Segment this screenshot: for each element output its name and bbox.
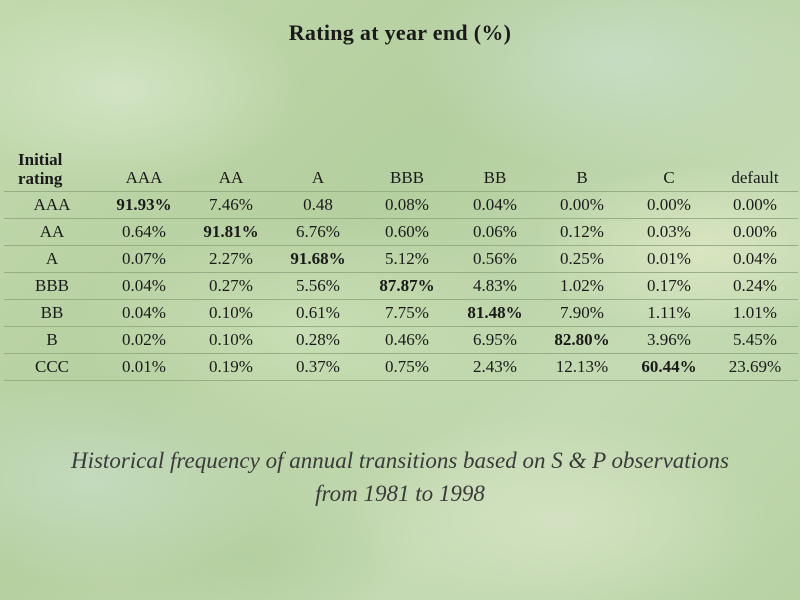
caption-line1: Historical frequency of annual transitio… <box>70 448 730 473</box>
table-cell: 0.10% <box>188 299 274 327</box>
initial-rating-header: Initial rating <box>4 150 100 192</box>
table-cell: 0.06% <box>452 218 538 246</box>
table-cell: 0.56% <box>452 245 538 273</box>
table-row: B 0.02% 0.10% 0.28% 0.46% 6.95% 82.80% 3.96% 5.4… <box>4 326 798 354</box>
initial-rating-header-line1: Initial <box>18 150 63 169</box>
table-cell: 5.12% <box>362 245 452 273</box>
column-header: B <box>538 150 626 192</box>
caption: Historical frequency of annual transitio… <box>0 444 800 510</box>
column-header: default <box>712 150 798 192</box>
table-cell: 1.11% <box>626 299 712 327</box>
table-row: AA 0.64% 91.81% 6.76% 0.60% 0.06% 0.12% 0.03% 0.… <box>4 218 798 246</box>
table-cell: 0.03% <box>626 218 712 246</box>
column-header: C <box>626 150 712 192</box>
table-cell: 0.28% <box>274 326 362 354</box>
table-cell: 0.46% <box>362 326 452 354</box>
table-cell: 0.27% <box>188 272 274 300</box>
table-cell: 0.08% <box>362 191 452 219</box>
table-cell: 0.00% <box>712 218 798 246</box>
table-cell: 0.10% <box>188 326 274 354</box>
table-cell: 7.90% <box>538 299 626 327</box>
table-cell: 5.45% <box>712 326 798 354</box>
table-cell: 0.00% <box>712 191 798 219</box>
row-label: CCC <box>4 353 100 381</box>
row-label: BBB <box>4 272 100 300</box>
table-cell: 3.96% <box>626 326 712 354</box>
table-cell: 2.27% <box>188 245 274 273</box>
table-cell: 0.00% <box>626 191 712 219</box>
table-cell: 0.48 <box>274 191 362 219</box>
diagonal-cell: 60.44% <box>626 353 712 381</box>
column-header: AAA <box>100 150 188 192</box>
row-label: AAA <box>4 191 100 219</box>
table-row: BB 0.04% 0.10% 0.61% 7.75% 81.48% 7.90% 1.11% 1.… <box>4 299 798 327</box>
column-header: BB <box>452 150 538 192</box>
table-cell: 0.37% <box>274 353 362 381</box>
row-label: AA <box>4 218 100 246</box>
table-cell: 0.00% <box>538 191 626 219</box>
initial-rating-header-line2: rating <box>18 169 63 188</box>
table-cell: 0.75% <box>362 353 452 381</box>
table-cell: 6.76% <box>274 218 362 246</box>
page-title: Rating at year end (%) <box>288 20 512 45</box>
row-label: B <box>4 326 100 354</box>
table-cell: 0.24% <box>712 272 798 300</box>
table-row: A 0.07% 2.27% 91.68% 5.12% 0.56% 0.25% 0.01% 0.0… <box>4 245 798 273</box>
table-cell: 0.12% <box>538 218 626 246</box>
row-label: BB <box>4 299 100 327</box>
table-row: BBB 0.04% 0.27% 5.56% 87.87% 4.83% 1.02% 0.17% 0… <box>4 272 798 300</box>
caption-line2: from 1981 to 1998 <box>315 481 485 506</box>
table-cell: 7.46% <box>188 191 274 219</box>
table-row: AAA 91.93% 7.46% 0.48 0.08% 0.04% 0.00% 0.00% 0.… <box>4 191 798 219</box>
diagonal-cell: 87.87% <box>362 272 452 300</box>
table-cell: 0.07% <box>100 245 188 273</box>
table-cell: 0.60% <box>362 218 452 246</box>
table-cell: 1.02% <box>538 272 626 300</box>
table-cell: 12.13% <box>538 353 626 381</box>
table-cell: 0.04% <box>712 245 798 273</box>
table-cell: 0.17% <box>626 272 712 300</box>
column-header: AA <box>188 150 274 192</box>
diagonal-cell: 91.93% <box>100 191 188 219</box>
table-cell: 4.83% <box>452 272 538 300</box>
table-cell: 0.04% <box>100 272 188 300</box>
column-header: A <box>274 150 362 192</box>
table-cell: 23.69% <box>712 353 798 381</box>
table-cell: 5.56% <box>274 272 362 300</box>
table-row: CCC 0.01% 0.19% 0.37% 0.75% 2.43% 12.13% 60.44%… <box>4 353 798 381</box>
diagonal-cell: 91.81% <box>188 218 274 246</box>
table-cell: 0.04% <box>452 191 538 219</box>
table-cell: 1.01% <box>712 299 798 327</box>
transition-matrix-table: Initial rating AAA AA A BBB BB B C defaul… <box>4 150 798 381</box>
diagonal-cell: 82.80% <box>538 326 626 354</box>
table-cell: 0.64% <box>100 218 188 246</box>
table-cell: 0.04% <box>100 299 188 327</box>
diagonal-cell: 91.68% <box>274 245 362 273</box>
table-cell: 0.25% <box>538 245 626 273</box>
row-label: A <box>4 245 100 273</box>
table-cell: 6.95% <box>452 326 538 354</box>
table-cell: 0.19% <box>188 353 274 381</box>
table-cell: 2.43% <box>452 353 538 381</box>
table-cell: 0.01% <box>626 245 712 273</box>
table-cell: 0.01% <box>100 353 188 381</box>
column-header: BBB <box>362 150 452 192</box>
table-cell: 0.02% <box>100 326 188 354</box>
diagonal-cell: 81.48% <box>452 299 538 327</box>
table-cell: 7.75% <box>362 299 452 327</box>
table-cell: 0.61% <box>274 299 362 327</box>
header-row: Initial rating AAA AA A BBB BB B C defaul… <box>4 150 798 192</box>
